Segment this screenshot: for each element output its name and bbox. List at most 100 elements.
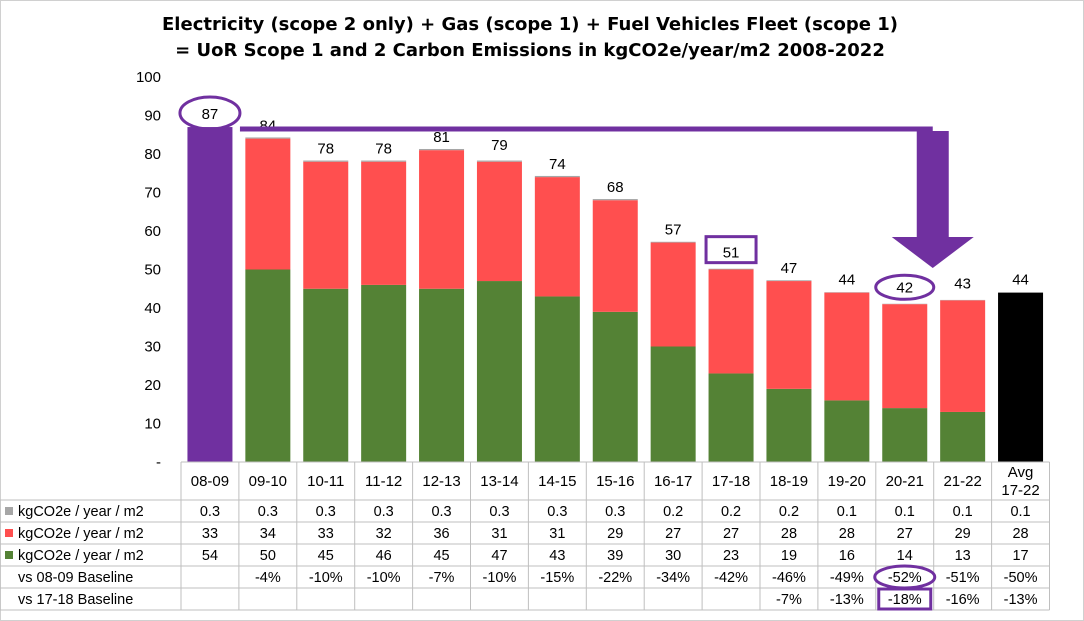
bar-total-label: 57 <box>665 222 682 239</box>
table-row-label: vs 17-18 Baseline <box>18 592 133 608</box>
bar-segment <box>592 200 638 312</box>
legend-swatch <box>5 551 13 559</box>
table-cell: -13% <box>830 592 864 608</box>
table-cell: -42% <box>714 570 748 586</box>
table-cell: 32 <box>376 526 392 542</box>
bar-total-label: 84 <box>260 118 277 135</box>
bar-segment <box>245 137 291 139</box>
table-cell: 0.2 <box>663 504 683 520</box>
table-cell: -51% <box>946 570 980 586</box>
table-cell: -34% <box>656 570 690 586</box>
bar-segment <box>303 160 349 162</box>
table-row-label: kgCO2e / year / m2 <box>18 504 144 520</box>
table-cell: -22% <box>598 570 632 586</box>
table-row-label: vs 08-09 Baseline <box>18 570 133 586</box>
table-cell: 0.1 <box>837 504 857 520</box>
bar-total-label: 78 <box>317 141 334 158</box>
y-tick-label: 50 <box>144 262 161 279</box>
highlight-box <box>704 235 758 265</box>
table-cell: 19 <box>781 548 797 564</box>
category-label: 11-12 <box>365 473 402 490</box>
highlight-box <box>877 587 933 611</box>
table-cell: -52% <box>888 570 922 586</box>
table-cell: 13 <box>955 548 971 564</box>
chart-title-line-2: = UoR Scope 1 and 2 Carbon Emissions in … <box>175 40 885 61</box>
table-cell: 33 <box>202 526 218 542</box>
table-cell: 27 <box>897 526 913 542</box>
table-cell: 27 <box>665 526 681 542</box>
bar-total-label: 87 <box>202 106 219 123</box>
table-cell: 43 <box>549 548 565 564</box>
bar-average <box>998 292 1044 462</box>
bar-segment <box>476 281 522 462</box>
bar-segment <box>534 177 580 297</box>
table-cell: 50 <box>260 548 276 564</box>
table-cell: -49% <box>830 570 864 586</box>
category-label: 20-21 <box>886 473 924 490</box>
table-cell: 0.3 <box>374 504 394 520</box>
y-tick-label: 80 <box>144 146 161 163</box>
y-tick-label: 70 <box>144 185 161 202</box>
bar-segment <box>824 292 870 401</box>
category-label: 12-13 <box>422 473 460 490</box>
bar-segment <box>766 281 812 389</box>
table-cell: 0.1 <box>895 504 915 520</box>
table-cell: 0.2 <box>779 504 799 520</box>
bar-segment <box>708 268 754 270</box>
bar-segment <box>476 161 522 282</box>
bar-segment <box>419 150 465 289</box>
table-cell: 0.1 <box>1010 504 1030 520</box>
bar-segment <box>303 161 349 289</box>
table-cell: 28 <box>839 526 855 542</box>
bar-segment <box>650 241 696 243</box>
bar-total-label: 74 <box>549 156 566 173</box>
chart-title-line-1: Electricity (scope 2 only) + Gas (scope … <box>162 14 898 35</box>
table-cell: 47 <box>491 548 507 564</box>
bar-segment <box>766 280 812 282</box>
bar-segment <box>766 388 812 462</box>
bar-segment <box>419 288 465 462</box>
table-cell: -46% <box>772 570 806 586</box>
bar-segment <box>650 242 696 347</box>
y-tick-label: - <box>156 454 161 471</box>
table-cell: 0.3 <box>258 504 278 520</box>
category-label: 08-09 <box>191 473 229 490</box>
bar-segment <box>361 161 407 285</box>
bar-segment <box>245 138 291 270</box>
bar-total-label: 43 <box>954 275 971 292</box>
category-label: 09-10 <box>249 473 287 490</box>
category-label: 19-20 <box>828 473 866 490</box>
y-tick-label: 90 <box>144 108 161 125</box>
bar-total-label: 78 <box>375 141 392 158</box>
table-row-label: kgCO2e / year / m2 <box>18 548 144 564</box>
bar-segment <box>940 411 986 462</box>
table-cell: -10% <box>483 570 517 586</box>
bar-segment <box>592 311 638 462</box>
bar-total-label: 44 <box>839 272 856 289</box>
category-label: 18-19 <box>770 473 808 490</box>
table-cell: -10% <box>309 570 343 586</box>
table-cell: -13% <box>1004 592 1038 608</box>
table-cell: 0.3 <box>200 504 220 520</box>
table-cell: -18% <box>888 592 922 608</box>
bar-segment <box>534 175 580 178</box>
y-tick-label: 30 <box>144 339 161 356</box>
y-tick-label: 20 <box>144 377 161 394</box>
table-cell: 29 <box>955 526 971 542</box>
bar-total-label: 47 <box>781 260 798 277</box>
category-label: 17-18 <box>712 473 750 490</box>
bar-segment <box>361 160 407 162</box>
bar-total-label: 68 <box>607 179 624 196</box>
table-cell: 16 <box>839 548 855 564</box>
table-cell: 17 <box>1012 548 1028 564</box>
category-label: 21-22 <box>943 473 981 490</box>
category-label: Avg <box>1008 464 1034 481</box>
table-cell: 31 <box>549 526 565 542</box>
table-cell: 46 <box>376 548 392 564</box>
table-cell: 28 <box>781 526 797 542</box>
table-cell: -16% <box>946 592 980 608</box>
table-cell: -10% <box>367 570 401 586</box>
bar-segment <box>882 408 928 462</box>
legend-swatch <box>5 507 13 515</box>
